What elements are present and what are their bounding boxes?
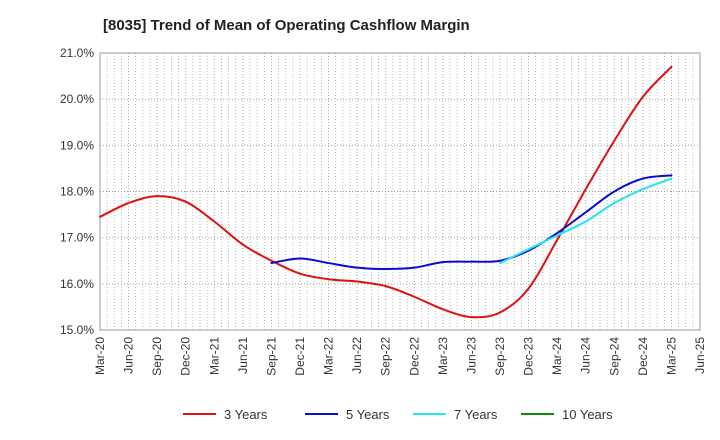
series-line-3-years <box>99 65 673 319</box>
y-tick-label: 15.0% <box>60 323 94 337</box>
series-lines <box>99 65 673 319</box>
y-tick-label: 17.0% <box>60 231 94 245</box>
grid <box>100 53 700 330</box>
legend-label-10-years: 10 Years <box>562 407 613 422</box>
legend: 3 Years 5 Years 7 Years 10 Years <box>183 407 613 422</box>
y-tick-label: 18.0% <box>60 185 94 199</box>
series-line-7-years <box>499 177 673 265</box>
x-tick-label: Mar-24 <box>550 337 564 375</box>
legend-label-5-years: 5 Years <box>346 407 390 422</box>
y-tick-label: 21.0% <box>60 46 94 60</box>
x-tick-label: Sep-20 <box>150 337 164 376</box>
x-tick-label: Jun-20 <box>122 337 136 374</box>
x-tick-label: Jun-21 <box>236 337 250 374</box>
x-tick-label: Mar-21 <box>207 337 221 375</box>
x-tick-label: Sep-23 <box>493 337 507 376</box>
x-tick-label: Jun-25 <box>693 337 707 374</box>
plot-area <box>99 52 701 331</box>
x-tick-label: Mar-20 <box>93 337 107 375</box>
x-tick-label: Jun-24 <box>579 337 593 374</box>
x-tick-label: Dec-21 <box>293 337 307 376</box>
chart-title: [8035] Trend of Mean of Operating Cashfl… <box>103 17 470 34</box>
x-axis: Mar-20 Jun-20 Sep-20 Dec-20 Mar-21 Jun-21 Sep-… <box>93 337 707 376</box>
y-axis: 15.0% 16.0% 17.0% 18.0% 19.0% 20.0% 21.0% <box>60 46 94 337</box>
series-line-5-years <box>270 174 673 271</box>
x-tick-label: Sep-21 <box>264 337 278 376</box>
x-tick-label: Mar-23 <box>436 337 450 375</box>
x-tick-label: Jun-22 <box>350 337 364 374</box>
x-tick-label: Dec-20 <box>179 337 193 376</box>
x-tick-label: Sep-24 <box>607 337 621 376</box>
x-tick-label: Sep-22 <box>379 337 393 376</box>
y-tick-label: 20.0% <box>60 92 94 106</box>
x-tick-label: Dec-23 <box>522 337 536 376</box>
legend-label-7-years: 7 Years <box>454 407 498 422</box>
x-tick-label: Dec-24 <box>636 337 650 376</box>
y-tick-label: 16.0% <box>60 277 94 291</box>
x-tick-label: Mar-25 <box>664 337 678 375</box>
x-tick-label: Dec-22 <box>407 337 421 376</box>
y-tick-label: 19.0% <box>60 138 94 152</box>
legend-label-3-years: 3 Years <box>224 407 268 422</box>
x-tick-label: Mar-22 <box>322 337 336 375</box>
x-tick-label: Jun-23 <box>464 337 478 374</box>
